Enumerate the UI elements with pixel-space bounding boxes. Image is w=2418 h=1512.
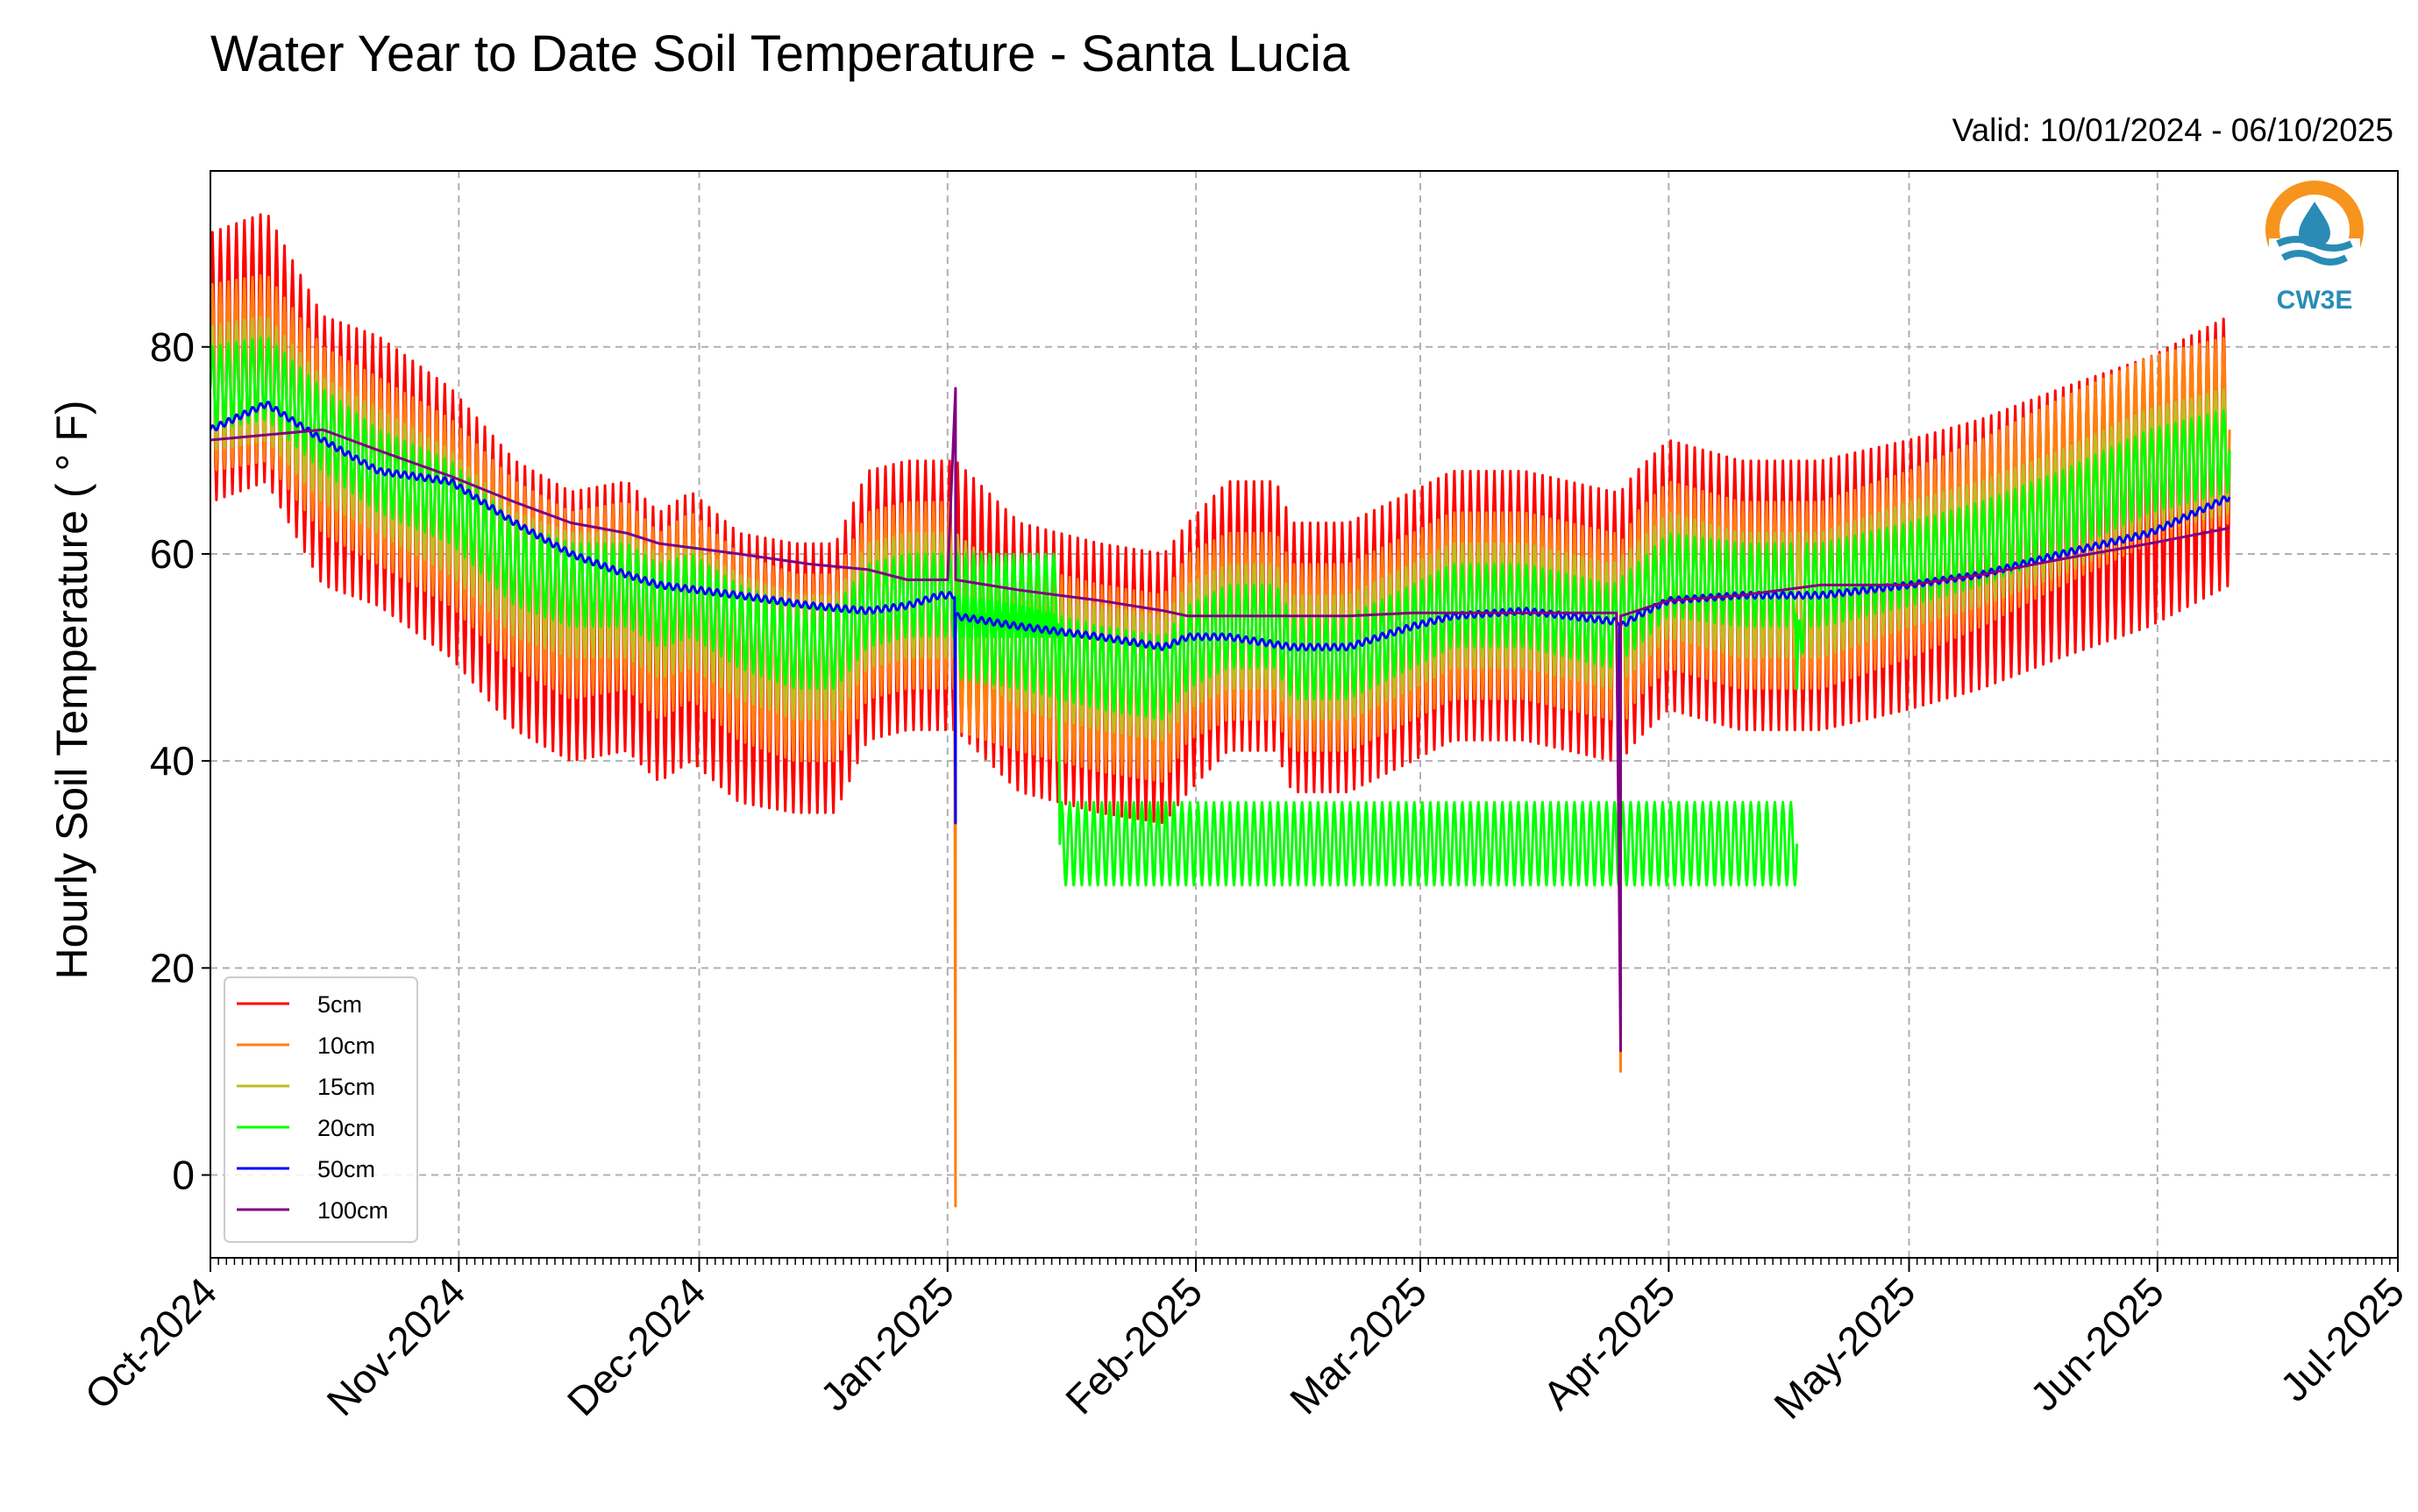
x-tick-label: Mar-2025 bbox=[1281, 1268, 1435, 1423]
series-line-20cm bbox=[210, 336, 1799, 887]
y-tick-label: 20 bbox=[150, 945, 195, 990]
legend: 5cm 10cm 15cm 20cm 50cm 100cm bbox=[224, 976, 418, 1243]
x-tick-label: Jul-2025 bbox=[2272, 1268, 2414, 1410]
legend-label-10cm: 10cm bbox=[317, 1033, 375, 1059]
legend-label-50cm: 50cm bbox=[317, 1156, 375, 1182]
legend-label-15cm: 15cm bbox=[317, 1074, 375, 1100]
x-tick-label: Oct-2024 bbox=[76, 1268, 226, 1418]
y-tick-label: 80 bbox=[150, 324, 195, 370]
series-lines bbox=[210, 213, 2231, 1208]
x-tick-label: Dec-2024 bbox=[558, 1268, 715, 1424]
y-tick-label: 60 bbox=[150, 531, 195, 577]
logo-text: CW3E bbox=[2277, 286, 2353, 315]
legend-label-5cm: 5cm bbox=[317, 991, 362, 1018]
valid-date-range: Valid: 10/01/2024 - 06/10/2025 bbox=[1952, 112, 2393, 148]
x-tick-label: May-2025 bbox=[1765, 1268, 1924, 1427]
legend-label-20cm: 20cm bbox=[317, 1115, 375, 1141]
x-tick-label: Feb-2025 bbox=[1056, 1268, 1211, 1423]
series-line-100cm bbox=[210, 387, 2230, 1053]
x-tick-label: Jan-2025 bbox=[811, 1268, 962, 1419]
y-tick-label: 40 bbox=[150, 738, 195, 784]
chart-title: Water Year to Date Soil Temperature - Sa… bbox=[210, 25, 1350, 82]
x-tick-label: Jun-2025 bbox=[2021, 1268, 2172, 1419]
x-tick-label: Nov-2024 bbox=[318, 1268, 474, 1424]
series-line-10cm bbox=[210, 273, 2231, 1208]
series-line-50cm bbox=[210, 401, 2231, 898]
y-tick-label: 0 bbox=[172, 1153, 195, 1198]
plot-frame bbox=[210, 170, 2399, 1259]
legend-label-100cm: 100cm bbox=[317, 1197, 388, 1224]
x-tick-label: Apr-2025 bbox=[1534, 1268, 1684, 1418]
cw3e-logo: CW3E bbox=[2265, 181, 2364, 315]
